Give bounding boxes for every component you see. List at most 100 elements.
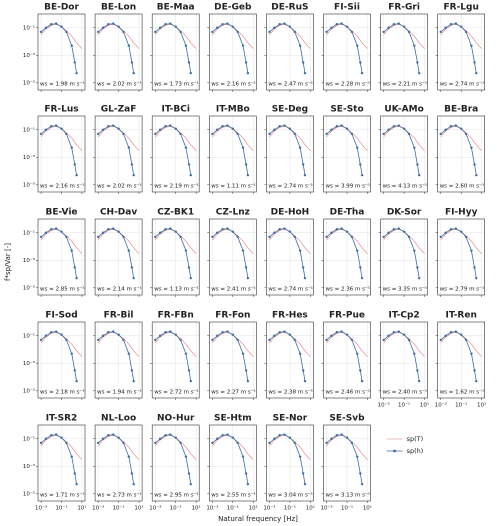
marker — [298, 44, 302, 47]
marker — [397, 227, 400, 230]
marker — [417, 71, 421, 75]
marker — [454, 227, 458, 230]
marker — [50, 23, 53, 26]
marker — [75, 482, 78, 486]
panel-frame — [151, 13, 200, 91]
annotation: ws = 2.74 m s⁻¹ — [440, 81, 485, 88]
panel-title: IT-SR2 — [46, 414, 78, 424]
marker — [221, 125, 224, 128]
marker — [475, 71, 478, 75]
annotation: ws = 2.74 m s⁻¹ — [268, 286, 313, 293]
marker — [359, 163, 362, 166]
marker — [39, 441, 43, 445]
marker — [60, 25, 63, 28]
marker — [117, 127, 120, 130]
marker — [454, 124, 458, 127]
marker — [288, 230, 292, 233]
panel-frame — [94, 424, 143, 502]
annotation: ws = 2.41 m s⁻¹ — [211, 286, 256, 293]
panel-frame — [266, 321, 314, 399]
annotation: ws = 1.71 m s⁻¹ — [40, 492, 85, 499]
marker — [273, 231, 276, 234]
marker — [387, 231, 390, 234]
annotation: ws = 2.16 m s⁻¹ — [211, 81, 256, 88]
marker — [184, 455, 188, 458]
marker — [39, 132, 43, 136]
x-tick-label: 10⁻¹ — [455, 402, 467, 409]
annotation: ws = 2.85 m s⁻¹ — [40, 286, 85, 293]
marker — [464, 235, 468, 239]
marker — [444, 334, 447, 337]
marker — [216, 437, 219, 440]
annotation: ws = 3.04 m s⁻¹ — [268, 492, 313, 499]
y-tick-label: 10⁻⁵ — [23, 490, 35, 497]
x-tick-label: 10⁻¹ — [227, 505, 239, 512]
marker — [211, 441, 214, 445]
series-line — [440, 125, 477, 176]
panel-title: FI-Sii — [334, 3, 360, 13]
x-tick-label: 10¹ — [306, 505, 315, 512]
marker — [402, 25, 406, 28]
marker — [54, 330, 58, 333]
marker — [187, 369, 191, 372]
marker — [278, 434, 281, 437]
marker — [211, 338, 214, 342]
marker — [107, 331, 110, 334]
panel-frame — [266, 424, 314, 502]
marker — [350, 235, 354, 239]
marker — [54, 227, 58, 230]
marker — [96, 338, 100, 342]
marker — [460, 333, 463, 336]
marker — [169, 227, 172, 230]
x-tick-label: 10¹ — [363, 505, 372, 512]
marker — [65, 338, 68, 342]
marker — [293, 235, 296, 239]
series-line — [155, 125, 192, 176]
x-tick-label: 10⁻¹ — [55, 505, 67, 512]
marker — [360, 482, 364, 486]
panel-frame — [37, 115, 86, 193]
annotation: ws = 2.36 m s⁻¹ — [326, 286, 371, 293]
x-tick-label: 10¹ — [77, 505, 86, 512]
marker — [392, 23, 396, 26]
marker — [460, 127, 463, 130]
annotation: ws = 2.19 m s⁻¹ — [154, 183, 199, 190]
marker — [236, 30, 239, 34]
panel-title: FR-Bil — [104, 311, 134, 321]
panel-frame — [380, 115, 428, 193]
y-tick-label: 10⁻³ — [23, 463, 35, 470]
marker — [298, 249, 302, 252]
marker — [413, 146, 416, 149]
marker — [112, 433, 115, 436]
marker — [387, 26, 390, 29]
marker — [475, 379, 478, 383]
marker — [73, 472, 76, 475]
series-line — [326, 228, 363, 279]
marker — [268, 338, 271, 342]
marker — [164, 434, 167, 437]
marker — [268, 441, 271, 445]
marker — [164, 23, 167, 26]
marker — [241, 249, 245, 252]
annotation: ws = 2.46 m s⁻¹ — [326, 389, 371, 396]
y-tick-label: 10⁻³ — [23, 360, 35, 367]
panel-frame — [37, 13, 86, 91]
marker — [382, 132, 385, 136]
panel-frame — [209, 115, 257, 193]
series-line — [383, 228, 420, 279]
marker — [127, 455, 131, 458]
marker — [268, 30, 271, 34]
x-tick-label: 10¹ — [249, 505, 258, 512]
annotation: ws = 2.16 m s⁻¹ — [40, 183, 85, 190]
y-tick-label: 10⁻⁵ — [23, 79, 35, 86]
panel-frame — [380, 13, 428, 91]
panel-title: DE-HoH — [271, 208, 310, 218]
series-line — [440, 23, 477, 74]
marker — [107, 434, 110, 437]
series-line — [155, 23, 192, 74]
panel-title: IT-Cp2 — [388, 311, 419, 321]
marker — [231, 333, 234, 336]
annotation: ws = 1.98 m s⁻¹ — [40, 81, 85, 88]
marker — [122, 441, 125, 445]
